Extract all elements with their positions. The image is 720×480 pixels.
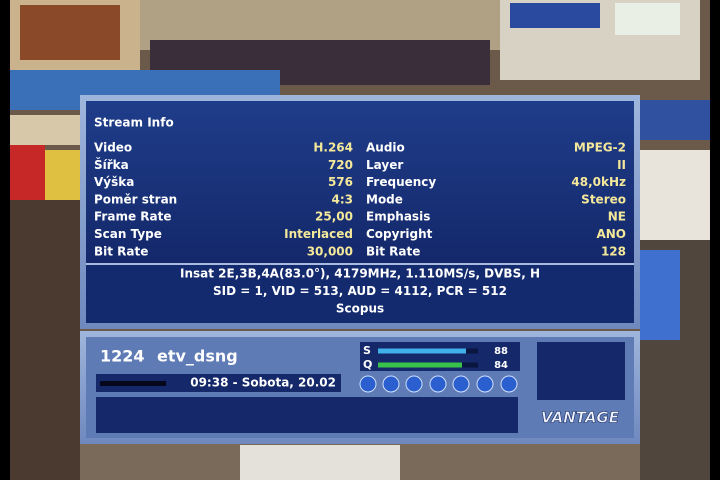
info-label: Šířka [94,157,129,172]
info-label: Video [94,141,132,155]
info-label: Poměr stran [94,192,177,206]
info-label: Frame Rate [94,210,171,224]
info-rows: Video H.264 Šířka 720 Výška 576 Poměr stran 4:3… [94,141,626,259]
transponder-line: SID = 1, VID = 513, AUD = 4112, PCR = 51… [213,284,507,298]
time: 09:38 - Sobota, 20.02 [190,376,336,390]
channel-number: 1224 [100,347,145,366]
signal-bar [378,348,466,354]
info-value: MPEG-2 [574,141,626,155]
status-icons [359,375,518,393]
info-value: 4:3 [332,192,354,206]
info-value: 30,000 [307,244,353,258]
signal-s-label: S [363,344,371,357]
info-value: ANO [596,227,626,241]
info-label: Layer [366,158,403,172]
info-label: Frequency [366,175,436,189]
info-label: Audio [366,141,405,155]
info-value: Interlaced [284,227,353,241]
info-value: 48,0kHz [571,175,626,189]
info-label: Mode [366,192,403,206]
signal-value: 84 [494,360,508,371]
signal-bar [378,362,462,368]
transponder-lines: Insat 2E,3B,4A(83.0°), 4179MHz, 1.110MS/… [180,267,540,316]
info-label: Copyright [366,227,433,241]
transponder-line: Insat 2E,3B,4A(83.0°), 4179MHz, 1.110MS/… [180,267,540,281]
signal-q-label: Q [363,358,372,371]
info-value: H.264 [313,141,353,155]
info-label: Bit Rate [94,244,148,258]
epg-box [96,397,518,433]
info-value: 720 [328,158,353,172]
signal-value: 88 [494,346,508,357]
progress [100,381,166,386]
info-value: 128 [601,244,626,258]
info-value: NE [608,210,626,224]
info-value: 25,00 [315,210,353,224]
info-value: 576 [328,175,353,189]
info-label: Emphasis [366,210,430,224]
brand-logo: VANTAGE [541,409,620,427]
info-value: Stereo [581,192,626,206]
info-panel [86,101,634,263]
preview-box [537,342,625,400]
info-label: Výška [94,175,134,189]
info-label: Bit Rate [366,244,420,258]
time-bar [96,374,341,392]
transponder-panel [86,265,634,323]
channel-name: etv_dsng [157,347,238,366]
transponder-line: Scopus [336,302,384,316]
info-label: Scan Type [94,227,162,241]
panel-title: Stream Info [94,116,174,130]
info-value: II [617,158,626,172]
